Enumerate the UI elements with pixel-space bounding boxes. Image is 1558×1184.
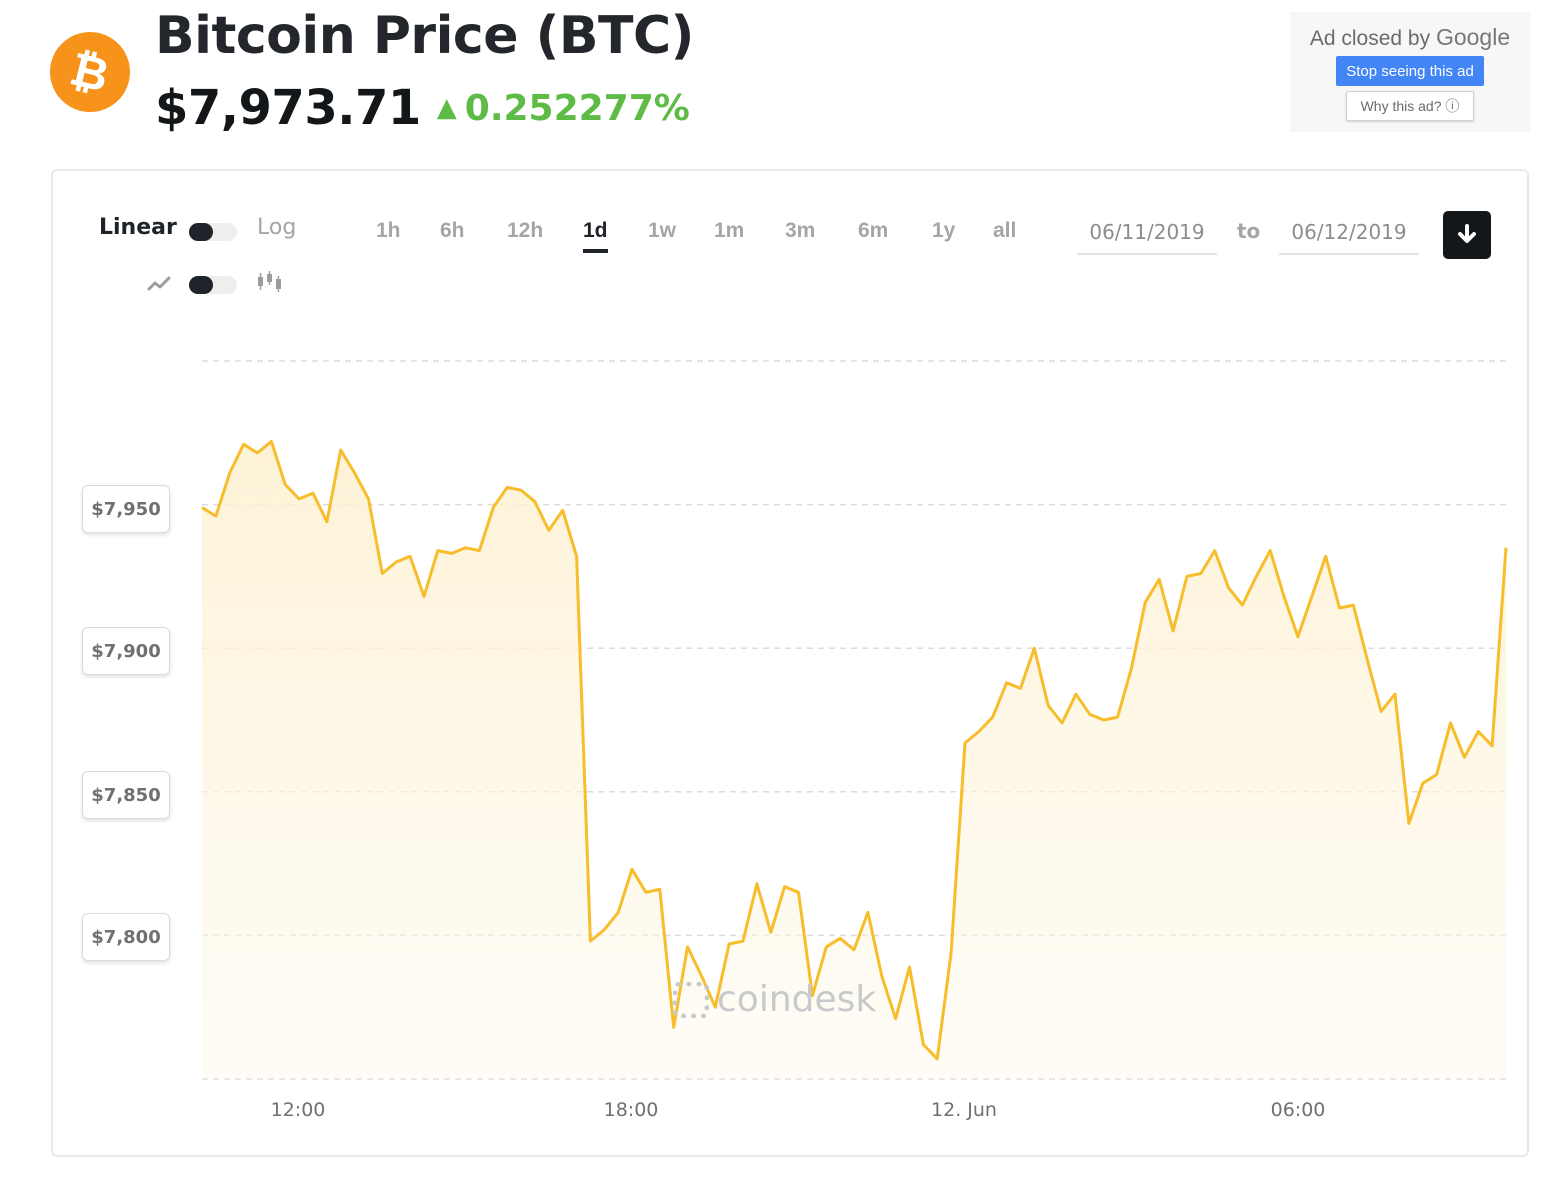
range-tab-3m[interactable]: 3m xyxy=(785,219,816,242)
price-chart[interactable] xyxy=(53,171,1527,1155)
x-axis-tick-label: 06:00 xyxy=(1270,1099,1326,1121)
why-this-ad-button[interactable]: Why this ad? ⓘ xyxy=(1346,91,1474,121)
download-button[interactable] xyxy=(1443,211,1491,259)
download-icon xyxy=(1458,224,1476,243)
x-axis-tick-label: 12. Jun xyxy=(931,1099,997,1121)
y-axis-tick-label: $7,900 xyxy=(82,627,170,675)
candlestick-icon[interactable] xyxy=(257,271,281,293)
range-tab-1w[interactable]: 1w xyxy=(648,219,677,242)
coindesk-watermark: coindesk xyxy=(673,979,876,1020)
line-chart-icon[interactable] xyxy=(147,275,171,293)
google-brand: Google xyxy=(1435,24,1511,50)
coindesk-logo-icon xyxy=(673,981,709,1018)
chart-card: Linear Log 1h 6h 12h 1d 1w 1m 3m 6m 1y a… xyxy=(51,169,1529,1157)
price-row: $7,973.71 ▲ 0.252277% xyxy=(155,80,690,136)
range-tab-all[interactable]: all xyxy=(993,219,1017,242)
price-area-fill xyxy=(202,441,1506,1079)
price-change: ▲ 0.252277% xyxy=(437,88,690,129)
x-axis-tick-label: 18:00 xyxy=(603,1099,659,1121)
page-title: Bitcoin Price (BTC) xyxy=(155,6,694,66)
range-tab-1m[interactable]: 1m xyxy=(714,219,745,242)
range-tab-12h[interactable]: 12h xyxy=(507,219,544,242)
current-price: $7,973.71 xyxy=(155,80,421,136)
y-axis-tick-label: $7,850 xyxy=(82,771,170,819)
date-from-input[interactable] xyxy=(1077,211,1217,255)
price-change-value: 0.252277% xyxy=(464,87,690,129)
ad-closed-panel: Ad closed by Google Stop seeing this ad … xyxy=(1290,12,1530,132)
date-range-to-label: to xyxy=(1237,219,1261,243)
scale-linear-label[interactable]: Linear xyxy=(99,215,177,240)
ad-closed-text: Ad closed by Google xyxy=(1309,24,1511,50)
range-tab-1y[interactable]: 1y xyxy=(932,219,956,242)
price-series-line xyxy=(201,439,1508,1061)
scale-toggle-knob xyxy=(189,223,213,241)
arrow-up-icon: ▲ xyxy=(436,93,457,123)
scale-toggle[interactable] xyxy=(189,223,237,241)
chart-type-toggle-knob xyxy=(189,276,213,294)
scale-log-label[interactable]: Log xyxy=(257,215,297,240)
stop-seeing-ad-button[interactable]: Stop seeing this ad xyxy=(1336,56,1484,86)
chart-type-toggle[interactable] xyxy=(189,276,237,294)
range-tab-1h[interactable]: 1h xyxy=(376,219,401,242)
bitcoin-icon: ₿ xyxy=(50,32,130,112)
range-tab-6m[interactable]: 6m xyxy=(858,219,889,242)
date-to-input[interactable] xyxy=(1279,211,1419,255)
range-tab-1d[interactable]: 1d xyxy=(583,219,608,253)
y-axis-tick-label: $7,950 xyxy=(82,485,170,533)
y-axis-tick-label: $7,800 xyxy=(82,913,170,961)
range-tab-6h[interactable]: 6h xyxy=(440,219,465,242)
x-axis-tick-label: 12:00 xyxy=(270,1099,326,1121)
